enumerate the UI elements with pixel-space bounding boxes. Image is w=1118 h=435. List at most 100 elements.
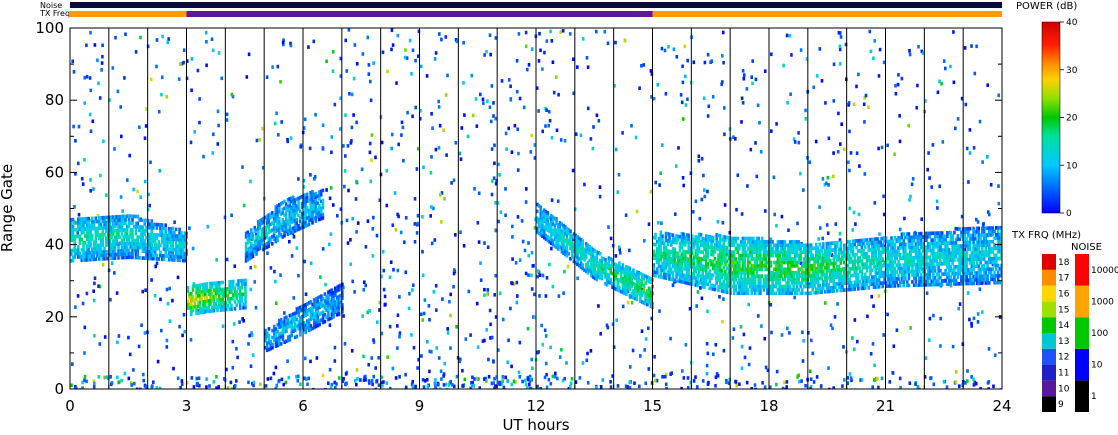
echo-cell — [272, 371, 276, 376]
echo-cell — [545, 108, 548, 112]
echo-cell — [775, 223, 778, 228]
echo-band-cell — [752, 288, 755, 292]
echo-cell — [780, 214, 784, 219]
echo-band-cell — [690, 258, 694, 262]
echo-band-cell — [316, 320, 320, 324]
echo-band-cell — [673, 240, 677, 245]
echo-band-cell — [98, 250, 101, 254]
echo-band-cell — [678, 276, 682, 280]
echo-band-cell — [84, 227, 87, 231]
echo-band-cell — [748, 281, 752, 285]
echo-band-cell — [671, 233, 675, 237]
echo-band-cell — [169, 244, 173, 248]
echo-band-cell — [325, 298, 328, 302]
echo-band-cell — [780, 264, 783, 268]
echo-band-cell — [802, 250, 806, 254]
echo-band-cell — [753, 243, 757, 248]
echo-band-cell — [558, 234, 562, 239]
echo-cell — [754, 387, 757, 389]
echo-band-cell — [694, 276, 697, 280]
echo-band-cell — [94, 247, 98, 251]
echo-band-cell — [253, 246, 257, 251]
echo-band-cell — [302, 314, 306, 318]
echo-band-cell — [541, 234, 544, 238]
echo-band-cell — [131, 231, 134, 236]
echo-band-cell — [701, 281, 704, 285]
echo-band-cell — [302, 194, 305, 198]
echo-band-cell — [143, 256, 146, 260]
echo-cell — [931, 143, 935, 147]
echo-band-cell — [646, 278, 649, 283]
echo-band-cell — [722, 258, 725, 263]
echo-band-cell — [99, 246, 103, 251]
echo-band-cell — [300, 215, 304, 220]
echo-cell — [586, 351, 589, 356]
echo-cell — [216, 142, 220, 146]
echo-band-cell — [288, 324, 292, 328]
echo-band-cell — [778, 284, 781, 289]
echo-band-cell — [809, 284, 813, 289]
echo-band-cell — [600, 259, 604, 264]
echo-band-cell — [718, 268, 722, 272]
echo-cell — [161, 34, 164, 39]
echo-band-cell — [190, 305, 193, 310]
echo-cell — [350, 349, 354, 353]
echo-band-cell — [551, 229, 555, 233]
echo-cell — [372, 340, 376, 345]
echo-band-cell — [272, 237, 276, 241]
echo-cell — [183, 329, 186, 334]
echo-band-cell — [537, 204, 541, 208]
echo-band-cell — [649, 304, 653, 309]
echo-band-cell — [550, 234, 553, 239]
echo-cell — [686, 97, 689, 101]
echo-cell — [606, 41, 610, 46]
echo-band-cell — [139, 225, 143, 229]
echo-cell — [872, 304, 875, 308]
echo-band-cell — [84, 234, 87, 238]
echo-band-cell — [579, 258, 583, 263]
echo-band-cell — [696, 252, 699, 257]
echo-cell — [909, 194, 912, 199]
echo-cell — [233, 264, 236, 268]
echo-cell — [572, 91, 576, 96]
echo-band-cell — [238, 292, 242, 297]
echo-band-cell — [670, 243, 673, 247]
echo-band-cell — [230, 307, 233, 311]
echo-cell — [663, 48, 667, 53]
echo-band-cell — [257, 227, 260, 231]
echo-band-cell — [125, 255, 129, 260]
echo-band-cell — [313, 298, 316, 302]
echo-cell — [77, 161, 80, 166]
echo-band-cell — [732, 271, 736, 275]
echo-cell — [624, 384, 628, 389]
echo-band-cell — [290, 333, 293, 338]
echo-band-cell — [327, 293, 330, 298]
echo-band-cell — [746, 274, 750, 278]
echo-band-cell — [600, 273, 604, 277]
echo-band-cell — [579, 251, 583, 256]
echo-cell — [986, 83, 989, 87]
echo-cell — [216, 109, 220, 114]
echo-band-cell — [295, 218, 298, 222]
echo-band-cell — [799, 284, 802, 289]
echo-band-cell — [77, 217, 80, 222]
echo-band-cell — [198, 300, 202, 305]
echo-band-cell — [264, 215, 267, 220]
echo-band-cell — [120, 221, 124, 226]
echo-band-cell — [162, 257, 166, 262]
echo-cell — [561, 378, 565, 383]
echo-band-cell — [272, 234, 276, 238]
echo-cell — [547, 377, 551, 382]
echo-band-cell — [320, 297, 323, 302]
echo-cell — [375, 379, 378, 384]
echo-band-cell — [200, 310, 204, 315]
echo-band-cell — [727, 270, 731, 274]
echo-band-cell — [146, 232, 150, 237]
echo-band-cell — [625, 282, 628, 286]
echo-cell — [736, 173, 740, 177]
echo-cell — [492, 176, 496, 180]
echo-band-cell — [569, 239, 572, 244]
echo-band-cell — [293, 314, 297, 319]
echo-cell — [572, 57, 575, 61]
echo-band-cell — [305, 196, 309, 200]
